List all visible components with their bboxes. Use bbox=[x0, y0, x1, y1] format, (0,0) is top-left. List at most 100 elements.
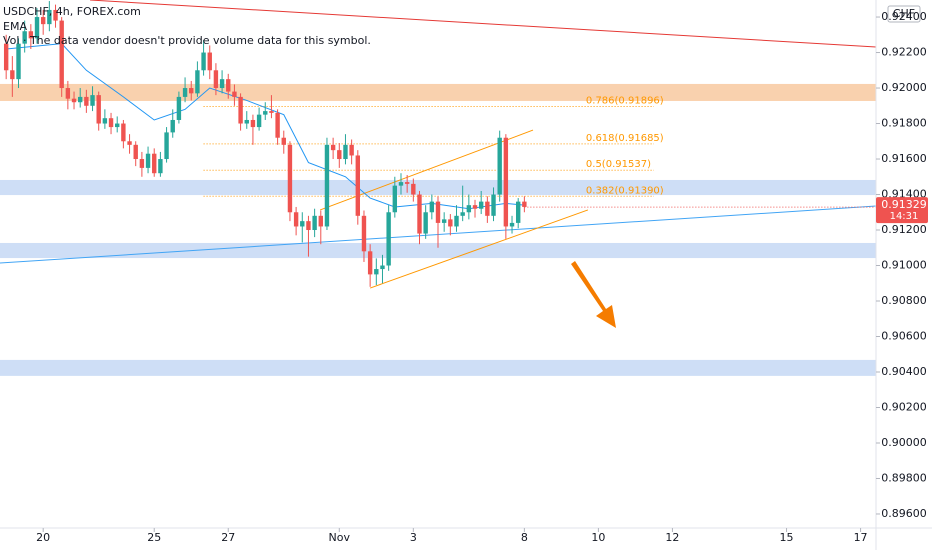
arrow-annotation bbox=[571, 261, 616, 328]
fib-label: 0.5(0.91537) bbox=[586, 159, 651, 170]
y-tick-label: 0.91000 bbox=[881, 259, 927, 272]
candle-body bbox=[77, 96, 83, 103]
zone bbox=[0, 359, 876, 376]
y-tick-label: 0.91200 bbox=[881, 223, 927, 236]
candle-body bbox=[201, 52, 206, 71]
candle-body bbox=[293, 212, 299, 227]
candle-body bbox=[367, 251, 373, 275]
candle-body bbox=[491, 194, 496, 216]
candle-body bbox=[96, 95, 101, 124]
candle-body bbox=[269, 111, 274, 113]
candle-body bbox=[84, 96, 89, 106]
candle-body bbox=[324, 144, 330, 227]
x-tick-label: 12 bbox=[665, 531, 679, 544]
candle-body bbox=[398, 182, 404, 186]
candle-body bbox=[448, 219, 453, 227]
y-tick-label: 0.89800 bbox=[881, 471, 927, 484]
candle-body bbox=[472, 205, 478, 209]
candle-body bbox=[466, 205, 472, 213]
candle-body bbox=[263, 111, 268, 115]
candle-body bbox=[337, 150, 342, 160]
zone bbox=[0, 179, 876, 196]
candle-body bbox=[182, 88, 188, 97]
fib-label: 0.786(0.91896) bbox=[586, 95, 664, 106]
candle-body bbox=[497, 137, 502, 195]
candle-body bbox=[281, 137, 286, 145]
candle-body bbox=[275, 112, 280, 138]
y-tick-label: 0.90400 bbox=[881, 365, 927, 378]
candle-body bbox=[59, 20, 64, 89]
candle-body bbox=[256, 114, 262, 128]
candle-body bbox=[102, 118, 108, 124]
candle-body bbox=[349, 144, 354, 156]
candle-body bbox=[133, 144, 138, 160]
symbol: USDCHF, 4h, FOREX.com bbox=[3, 5, 141, 18]
candle-body bbox=[145, 153, 151, 168]
candle-body bbox=[65, 88, 71, 99]
zone bbox=[0, 242, 876, 259]
candle-body bbox=[232, 91, 237, 97]
candle-body bbox=[330, 144, 336, 151]
candle-body bbox=[417, 194, 422, 234]
candle-body bbox=[219, 79, 225, 89]
candle-body bbox=[244, 119, 249, 124]
x-tick-label: Nov bbox=[329, 531, 351, 544]
x-tick-label: 20 bbox=[36, 531, 50, 544]
y-tick-label: 0.92400 bbox=[881, 10, 927, 23]
candle-body bbox=[478, 201, 484, 209]
x-tick-label: 17 bbox=[854, 531, 868, 544]
candle-body bbox=[28, 31, 34, 39]
zone bbox=[0, 83, 876, 101]
candle-body bbox=[454, 215, 459, 227]
candle-body bbox=[411, 183, 416, 195]
x-tick-label: 27 bbox=[221, 531, 235, 544]
candle-body bbox=[152, 153, 157, 174]
candle-body bbox=[343, 144, 348, 160]
candle-body bbox=[318, 215, 323, 227]
candle-body bbox=[441, 219, 447, 223]
y-tick-label: 0.90200 bbox=[881, 400, 927, 413]
candle-body bbox=[380, 265, 385, 270]
x-tick-label: 15 bbox=[780, 531, 794, 544]
y-tick-label: 0.90000 bbox=[881, 436, 927, 449]
candle-body bbox=[213, 70, 219, 89]
y-tick-label: 0.91600 bbox=[881, 152, 927, 165]
fib-label: 0.382(0.91390) bbox=[586, 185, 664, 196]
currency-box bbox=[887, 5, 921, 23]
candle-body bbox=[121, 123, 126, 142]
candle-body bbox=[3, 43, 9, 71]
candle-body bbox=[361, 215, 367, 252]
candle-body bbox=[522, 201, 527, 207]
x-tick-label: 25 bbox=[147, 531, 161, 544]
candle-body bbox=[207, 52, 212, 71]
candle-body bbox=[460, 212, 465, 216]
countdown: 14:31 bbox=[890, 211, 919, 222]
candle-body bbox=[423, 212, 428, 234]
last-price-tag bbox=[876, 197, 928, 224]
indicator: EMA bbox=[3, 20, 27, 33]
y-tick-label: 0.90600 bbox=[881, 330, 927, 343]
candle-body bbox=[250, 119, 256, 128]
x-tick-label: 3 bbox=[410, 531, 417, 544]
x-tick-label: 10 bbox=[591, 531, 605, 544]
trend-line bbox=[90, 0, 876, 48]
candle-body bbox=[312, 215, 317, 231]
candle-body bbox=[16, 43, 21, 80]
last-price-label: 0.91329 bbox=[881, 198, 927, 211]
y-tick-label: 0.92000 bbox=[881, 81, 927, 94]
candle-body bbox=[34, 17, 40, 39]
candle-body bbox=[189, 88, 194, 94]
x-tick-label: 8 bbox=[521, 531, 528, 544]
candle-body bbox=[139, 159, 145, 168]
candle-body bbox=[355, 155, 361, 216]
candle-body bbox=[392, 185, 398, 213]
candle-body bbox=[485, 201, 490, 216]
candle-body bbox=[108, 118, 114, 128]
candle-body bbox=[195, 70, 200, 94]
candle-body bbox=[306, 221, 311, 231]
y-tick-label: 0.90800 bbox=[881, 294, 927, 307]
currency: CHF bbox=[893, 7, 915, 20]
candle-body bbox=[374, 269, 379, 275]
candle-body bbox=[47, 9, 52, 25]
